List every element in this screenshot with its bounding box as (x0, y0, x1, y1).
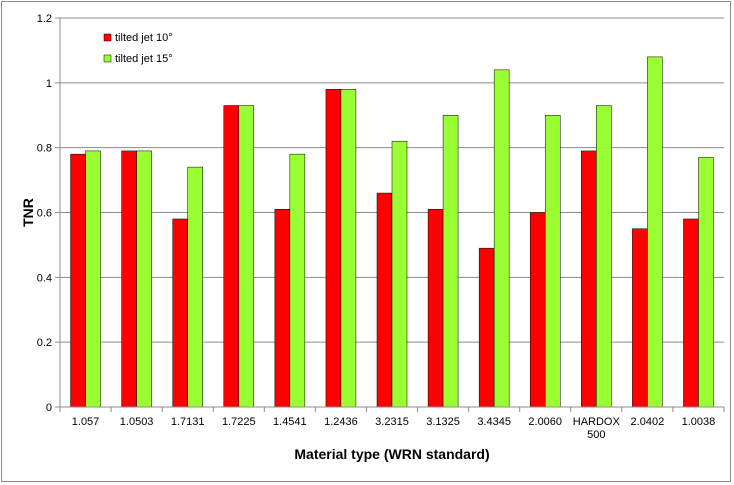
bar-series-1-9 (478, 247, 495, 408)
x-tick-label: 1.7225 (222, 416, 256, 428)
bar-series-1-6 (325, 89, 342, 408)
y-tick-label: 0.6 (37, 208, 52, 220)
y-tick-labels: 0 0.2 0.4 0.6 0.8 1 1.2 (37, 13, 60, 414)
bar-series-1-7 (376, 192, 393, 408)
x-axis-title: Material type (WRN standard) (294, 446, 489, 462)
y-tick-label: 0.8 (37, 143, 52, 155)
bar-series-1-1 (70, 153, 86, 408)
legend-label-1: tilted jet 10° (115, 32, 173, 44)
x-tick-label: 1.4541 (273, 416, 307, 428)
legend: tilted jet 10° tilted jet 15° (103, 32, 173, 65)
y-axis-title: TNR (20, 198, 36, 227)
x-tick-label: 3.4345 (477, 416, 511, 428)
x-tick-label: 1.7131 (171, 416, 205, 428)
bar-series-2-10 (544, 115, 561, 408)
x-tick-label: HARDOX 500 (573, 416, 621, 441)
bar-series-1-13 (683, 218, 699, 408)
y-tick-label: 0.4 (37, 272, 52, 284)
x-tick-label: 3.1325 (426, 416, 460, 428)
bar-series-1-8 (427, 209, 444, 408)
bar-series-2-1 (85, 150, 101, 408)
bar-series-1-2 (121, 150, 137, 408)
bar-series-2-5 (289, 153, 306, 408)
bar-series-2-4 (238, 105, 255, 408)
x-tick-label: 1.057 (72, 416, 100, 428)
x-tick-label: 1.2436 (324, 416, 358, 428)
y-tick-label: 0 (46, 402, 52, 414)
bar-series-2-3 (187, 166, 203, 408)
x-tick-label: 2.0060 (528, 416, 562, 428)
bar-series-2-11 (596, 105, 612, 408)
bar-series-2-2 (136, 150, 152, 408)
bar-series-2-13 (698, 157, 714, 408)
bar-series-1-4 (223, 105, 240, 408)
y-tick-label: 0.2 (37, 337, 52, 349)
bar-series-1-5 (274, 209, 291, 408)
bar-series-2-8 (442, 115, 459, 408)
bar-series-2-12 (647, 56, 663, 408)
x-tick-labels: 1.057 1.0503 1.7131 1.7225 1.4541 1.2436 3.231… (59, 407, 725, 441)
bar-series-1-11 (581, 150, 597, 408)
x-tick-label: 2.0402 (631, 416, 665, 428)
bar-series-1-12 (632, 228, 648, 408)
bar-series-2-7 (391, 140, 408, 408)
bar-series-2-6 (340, 89, 357, 408)
y-tick-label: 1.2 (37, 13, 52, 25)
legend-swatch-1 (103, 33, 112, 42)
x-tick-label: 3.2315 (375, 416, 409, 428)
x-tick-label: 1.0038 (682, 416, 716, 428)
x-tick-label: 1.0503 (120, 416, 154, 428)
bar-series-1-3 (172, 218, 188, 408)
legend-swatch-2 (103, 54, 112, 63)
bar-series-2-9 (493, 69, 510, 408)
y-tick-label: 1 (46, 78, 52, 90)
legend-label-2: tilted jet 15° (115, 53, 173, 65)
bars (70, 56, 714, 408)
bar-series-1-10 (529, 212, 546, 408)
